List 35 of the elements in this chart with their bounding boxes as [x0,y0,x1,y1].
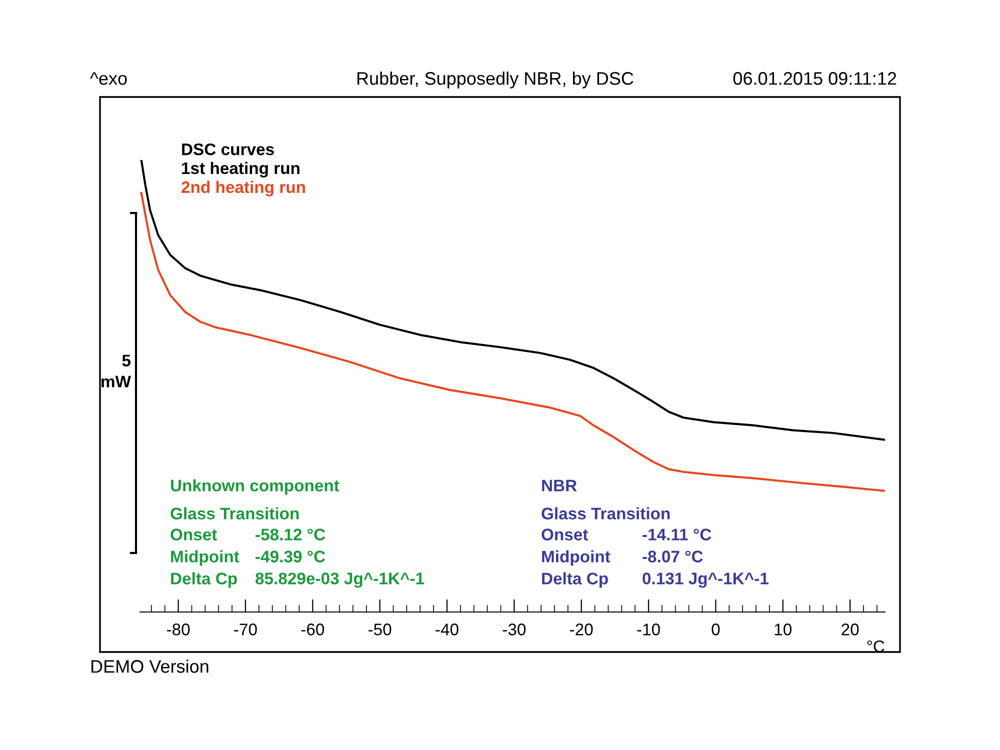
legend-title: DSC curves [182,143,274,156]
y-axis-title: 5 mW [102,354,131,388]
x-tick-label: -50 [368,624,392,636]
annotation: 85.829e-03 Jg^-1K^-1 [256,572,424,588]
chart-title: Rubber, Supposedly NBR, by DSC [357,72,634,88]
x-tick-label: 0 [712,624,720,636]
x-tick-label: -10 [637,624,660,636]
text: ^exo [90,72,127,85]
annotation: -8.07 °C [642,550,703,562]
annotation: Delta Cp [171,572,237,588]
text: 06.01.2015 09:11:12 [733,72,896,85]
annotation: NBR [542,480,577,492]
annotation: Unknown component [171,479,340,495]
annotation: Onset [170,528,218,540]
annotation: Glass Transition [542,507,670,520]
text: 1st heating run [182,162,300,178]
annotation: -14.11 °C [642,528,712,540]
annotation: -58.12 °C [256,528,326,540]
x-tick-label: -70 [234,624,257,636]
annotation: Delta Cp [542,572,608,588]
x-tick-label: 20 [842,624,859,636]
x-tick-label: -60 [301,624,324,636]
x-tick-label: -40 [436,624,458,636]
annotation: Glass Transition [170,507,299,520]
annotation: Midpoint [171,550,240,566]
x-tick-label: -30 [502,624,526,636]
annotation: 0.131 Jg^-1K^-1 [642,572,768,588]
annotation: -49.39 °C [256,550,326,562]
annotation: Onset [542,528,588,540]
x-tick-label: -20 [570,624,593,636]
text: 2nd heating run [182,180,305,196]
text: DEMO Version [91,660,208,673]
x-tick-label: 10 [774,624,792,636]
annotation: Midpoint [542,550,610,566]
x-tick-label: -80 [166,624,190,636]
